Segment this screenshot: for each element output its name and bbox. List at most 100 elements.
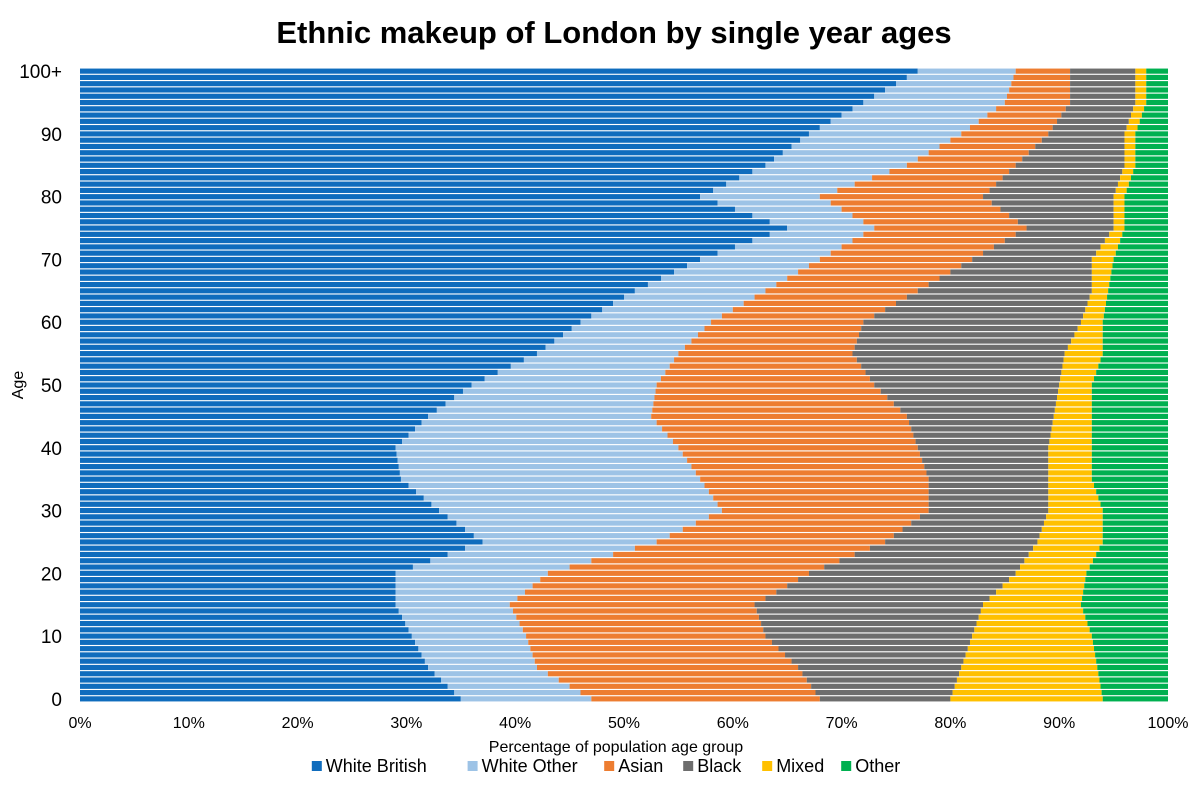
bar-white-other-age-73 xyxy=(752,238,853,244)
bar-black-age-94 xyxy=(1065,106,1134,112)
bar-white-british-age-49 xyxy=(80,388,463,394)
bar-white-british-age-60 xyxy=(80,319,581,325)
bar-white-other-age-27 xyxy=(465,526,683,532)
y-tick-label: 0 xyxy=(51,690,62,711)
bar-black-age-68 xyxy=(950,269,1092,275)
bar-mixed-age-98 xyxy=(1135,81,1147,87)
bar-black-age-100 xyxy=(1070,68,1136,74)
bar-asian-age-48 xyxy=(654,394,888,401)
bar-other-age-2 xyxy=(1100,683,1168,689)
bar-white-other-age-37 xyxy=(398,464,692,470)
bar-white-british-age-93 xyxy=(80,112,842,118)
bar-black-age-66 xyxy=(928,281,1092,288)
bar-asian-age-30 xyxy=(721,507,929,514)
bar-black-age-18 xyxy=(787,583,1003,589)
bar-white-other-age-36 xyxy=(399,470,696,476)
bar-mixed-age-77 xyxy=(1113,212,1125,219)
x-tick-label: 10% xyxy=(173,715,205,732)
bar-other-age-5 xyxy=(1097,664,1168,671)
x-tick-label: 90% xyxy=(1043,715,1075,732)
bar-white-british-age-2 xyxy=(80,683,448,689)
bar-other-age-98 xyxy=(1146,81,1168,87)
x-tick-labels: 0% 10% 20% 30% 40% 50% 60% 70% 80% 90% 100% xyxy=(68,715,1188,732)
bar-asian-age-79 xyxy=(830,200,992,206)
bar-black-age-86 xyxy=(1022,156,1125,162)
legend-label-other: Other xyxy=(855,756,900,776)
bar-mixed-age-34 xyxy=(1048,482,1095,489)
bar-white-other-age-66 xyxy=(647,281,777,288)
bar-other-age-66 xyxy=(1109,281,1168,288)
bar-white-other-age-25 xyxy=(482,539,657,545)
bar-white-other-age-49 xyxy=(462,388,656,394)
bar-white-british-age-22 xyxy=(80,558,431,564)
bar-white-other-age-70 xyxy=(700,256,820,263)
bar-other-age-26 xyxy=(1102,533,1168,539)
bar-asian-age-78 xyxy=(841,206,1001,212)
bar-asian-age-51 xyxy=(660,376,870,382)
bar-asian-age-35 xyxy=(700,476,929,482)
bar-black-age-45 xyxy=(906,413,1054,419)
y-tick-label: 90 xyxy=(41,125,62,146)
bar-other-age-20 xyxy=(1086,570,1168,576)
bar-asian-age-46 xyxy=(652,407,901,413)
bar-asian-age-11 xyxy=(522,627,764,633)
bar-mixed-age-87 xyxy=(1124,150,1136,156)
bar-mixed-age-50 xyxy=(1059,382,1092,388)
bar-black-age-11 xyxy=(763,627,975,633)
bar-other-age-56 xyxy=(1102,344,1168,350)
bar-other-age-22 xyxy=(1092,558,1168,564)
bar-black-age-53 xyxy=(861,363,1063,369)
bar-other-age-53 xyxy=(1098,363,1168,369)
bar-white-other-age-32 xyxy=(423,495,714,501)
bar-white-british-age-73 xyxy=(80,238,753,244)
bar-mixed-age-55 xyxy=(1064,351,1103,357)
bar-black-age-0 xyxy=(819,696,951,702)
bar-mixed-age-15 xyxy=(983,602,1081,608)
bar-other-age-54 xyxy=(1100,357,1168,363)
bar-white-other-age-18 xyxy=(395,583,533,589)
bar-mixed-age-43 xyxy=(1051,426,1092,432)
bar-white-british-age-85 xyxy=(80,162,766,168)
bar-mixed-age-93 xyxy=(1131,112,1142,118)
bar-other-age-64 xyxy=(1107,294,1168,300)
bar-asian-age-47 xyxy=(653,401,894,407)
bar-black-age-9 xyxy=(771,639,970,645)
bar-other-age-87 xyxy=(1135,150,1168,156)
bar-white-british-age-42 xyxy=(80,432,409,438)
bar-mixed-age-24 xyxy=(1033,545,1100,551)
y-tick-label: 60 xyxy=(41,313,62,334)
bar-mixed-age-45 xyxy=(1053,413,1092,419)
bar-white-other-age-93 xyxy=(841,112,988,118)
x-tick-label: 50% xyxy=(608,715,640,732)
bar-other-age-60 xyxy=(1102,319,1168,325)
bar-other-age-55 xyxy=(1102,351,1168,357)
bar-white-other-age-11 xyxy=(408,627,523,633)
bar-white-other-age-80 xyxy=(700,194,820,200)
bar-other-age-37 xyxy=(1091,464,1168,470)
bar-white-other-age-26 xyxy=(473,533,670,539)
bar-white-british-age-70 xyxy=(80,256,701,263)
bar-white-other-age-39 xyxy=(396,451,683,457)
bar-mixed-age-52 xyxy=(1061,369,1097,376)
bar-mixed-age-65 xyxy=(1091,288,1109,294)
bar-other-age-9 xyxy=(1092,639,1168,645)
legend-label-mixed: Mixed xyxy=(776,756,824,776)
bar-white-british-age-8 xyxy=(80,646,419,652)
bar-asian-age-70 xyxy=(819,256,973,263)
bar-white-other-age-82 xyxy=(726,181,855,187)
bar-white-other-age-96 xyxy=(874,93,1007,99)
bar-other-age-95 xyxy=(1146,99,1168,106)
bar-black-age-84 xyxy=(1009,169,1123,175)
bar-white-british-age-38 xyxy=(80,457,398,463)
bar-white-british-age-95 xyxy=(80,99,864,106)
bar-white-british-age-63 xyxy=(80,300,614,306)
bar-asian-age-2 xyxy=(569,683,812,689)
bar-other-age-49 xyxy=(1091,388,1168,394)
y-tick-label: 40 xyxy=(41,439,62,460)
bar-other-age-94 xyxy=(1144,106,1168,112)
bar-white-british-age-51 xyxy=(80,376,485,382)
bar-white-other-age-13 xyxy=(402,614,517,620)
bar-black-age-69 xyxy=(961,263,1092,269)
bar-mixed-age-9 xyxy=(969,639,1093,645)
bar-white-other-age-35 xyxy=(400,476,701,482)
